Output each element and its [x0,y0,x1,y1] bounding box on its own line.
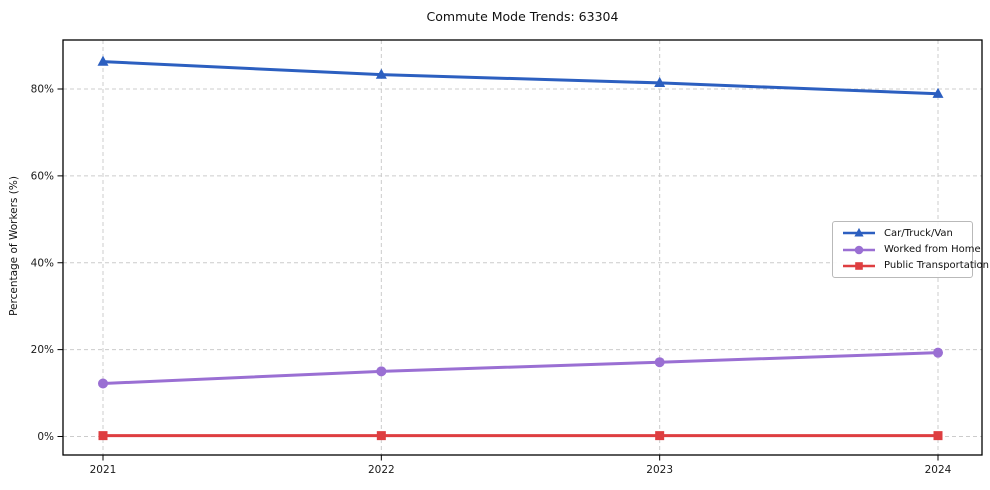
circle-marker-icon [843,245,875,254]
svg-text:60%: 60% [31,170,54,182]
legend-item-public-transportation: Public Transportation [833,260,989,272]
svg-text:2024: 2024 [925,464,952,476]
legend-label: Worked from Home [884,244,981,255]
svg-text:40%: 40% [31,257,54,269]
legend-item-worked-from-home: Worked from Home [833,244,981,256]
svg-text:80%: 80% [31,84,54,96]
legend: Car/Truck/Van Worked from Home Public Tr… [832,221,989,278]
svg-text:2023: 2023 [646,464,673,476]
svg-text:2021: 2021 [90,464,117,476]
svg-text:2022: 2022 [368,464,395,476]
square-marker-icon [843,261,875,270]
svg-text:0%: 0% [37,431,54,443]
legend-item-car-truck-van: Car/Truck/Van [833,227,972,239]
svg-text:20%: 20% [31,344,54,356]
legend-label: Car/Truck/Van [884,227,953,239]
chart-title: Commute Mode Trends: 63304 [426,9,619,24]
legend-label: Public Transportation [884,260,989,272]
triangle-marker-icon [843,228,875,237]
